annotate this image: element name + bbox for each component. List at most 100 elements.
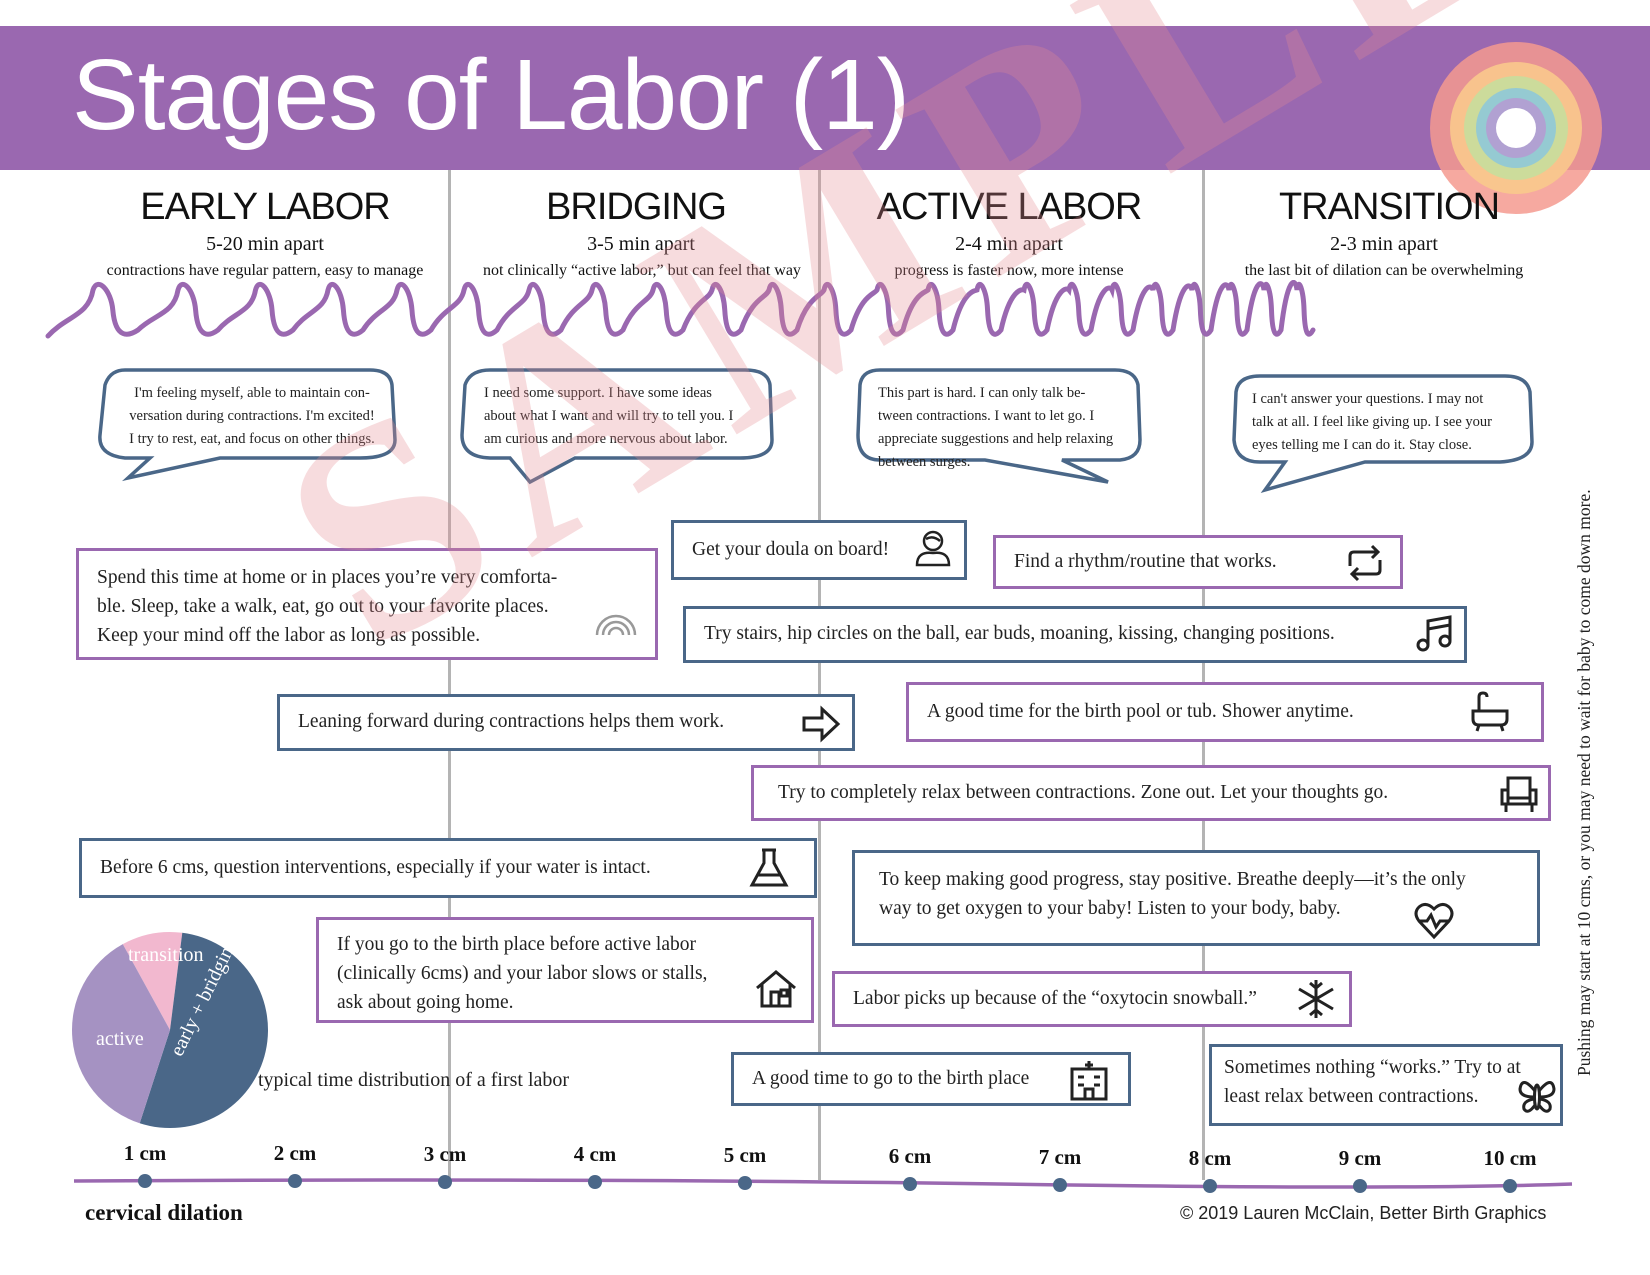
contraction-wave [45, 280, 1316, 339]
rainbow-circle-logo [1430, 42, 1602, 214]
bathtub-icon [1471, 691, 1509, 732]
butterfly-icon [1518, 1081, 1556, 1113]
hospital-icon [1070, 1061, 1108, 1101]
bubble-line: I try to rest, eat, and focus on other t… [129, 431, 375, 447]
tip-text: Labor picks up because of the “oxytocin … [853, 988, 1257, 1009]
repeat-arrows-icon [1348, 544, 1382, 582]
tip-line: Sometimes nothing “works.” Try to at [1224, 1057, 1521, 1078]
axis-tick-label: 2 cm [273, 1141, 317, 1165]
heartbeat-icon [1414, 902, 1454, 940]
stage-interval-bridging: 3-5 min apart [587, 233, 695, 255]
pie-slice [122, 932, 183, 1030]
bubble-line: appreciate suggestions and help relaxing [878, 431, 1114, 447]
axis-tick-dot [1503, 1179, 1517, 1193]
stage-divider [448, 170, 451, 1180]
pie-label-active: active [96, 1028, 144, 1050]
stage-interval-early: 5-20 min apart [206, 233, 324, 255]
axis-tick-dot [738, 1176, 752, 1190]
bubble-transition: I can't answer your questions. I may not… [1252, 388, 1532, 478]
tip-nothing-works: Sometimes nothing “works.” Try to at lea… [1209, 1044, 1563, 1126]
bubble-bridging: I need some support. I have some ideas a… [480, 382, 770, 472]
flask-icon [749, 848, 789, 887]
tip-good-time-birthplace: A good time to go to the birth place [731, 1052, 1131, 1106]
tip-pool: A good time for the birth pool or tub. S… [906, 682, 1544, 742]
tip-stairs: Try stairs, hip circles on the ball, ear… [683, 606, 1467, 663]
tip-text: Get your doula on board! [692, 539, 890, 560]
axis-tick-dot [138, 1174, 152, 1188]
axis-tick-dot [1353, 1179, 1367, 1193]
tip-line: (clinically 6cms) and your labor slows o… [337, 963, 708, 984]
tip-birthplace-early: If you go to the birth place before acti… [316, 917, 814, 1023]
axis-tick-label: 10 cm [1483, 1146, 1537, 1170]
pie-slice [139, 932, 268, 1128]
axis-tick-label: 1 cm [123, 1141, 167, 1165]
tip-text: A good time to go to the birth place [752, 1068, 1030, 1089]
bubble-line: This part is hard. I can only talk be- [878, 385, 1086, 401]
page-title: Stages of Labor (1) [72, 39, 910, 151]
bubble-early: I'm feeling myself, able to maintain con… [112, 382, 392, 472]
stage-desc-active: progress is faster now, more intense [894, 262, 1124, 279]
stage-interval-transition: 2-3 min apart [1330, 233, 1438, 255]
axis-tick-label: 4 cm [573, 1142, 617, 1166]
axis-tick-label: 3 cm [423, 1142, 467, 1166]
axis-tick-dot [1203, 1179, 1217, 1193]
tip-text: A good time for the birth pool or tub. S… [927, 701, 1354, 722]
armchair-icon [1500, 776, 1538, 812]
stage-desc-bridging: not clinically “active labor,” but can f… [483, 262, 801, 279]
bubble-line: I need some support. I have some ideas [484, 385, 712, 401]
tip-interventions: Before 6 cms, question interventions, es… [79, 838, 817, 898]
tip-line: ask about going home. [337, 992, 514, 1013]
axis-tick-label: 8 cm [1188, 1146, 1232, 1170]
snowflake-icon [1298, 980, 1334, 1018]
axis-tick-dot [1053, 1178, 1067, 1192]
bubble-line: eyes telling me I can do it. Stay close. [1252, 437, 1472, 453]
stage-divider [818, 170, 821, 1180]
tip-rhythm: Find a rhythm/routine that works. [993, 535, 1403, 589]
pushing-side-note: Pushing may start at 10 cms, or you may … [1574, 489, 1594, 1076]
bubble-active: This part is hard. I can only talk be- t… [878, 382, 1138, 477]
tip-relax: Try to completely relax between contract… [751, 765, 1551, 821]
axis-tick-dot [903, 1177, 917, 1191]
tip-line: ble. Sleep, take a walk, eat, go out to … [97, 596, 549, 617]
stage-title-bridging: BRIDGING [546, 186, 727, 228]
tip-text: Leaning forward during contractions help… [298, 711, 725, 732]
tip-line: Keep your mind off the labor as long as … [97, 625, 481, 646]
tip-oxytocin: Labor picks up because of the “oxytocin … [832, 971, 1352, 1027]
bubble-line: talk at all. I feel like giving up. I se… [1252, 414, 1492, 430]
title-banner [0, 26, 1650, 170]
bubble-line: about what I want and will try to tell y… [484, 408, 734, 424]
bubble-line: between surges. [878, 454, 971, 470]
bubble-line: I can't answer your questions. I may not [1252, 391, 1484, 407]
bubble-line: versation during contractions. I'm excit… [129, 408, 375, 424]
axis-label: cervical dilation [85, 1200, 243, 1225]
stage-interval-active: 2-4 min apart [955, 233, 1063, 255]
tip-stay-positive: To keep making good progress, stay posit… [852, 850, 1540, 946]
tip-line: If you go to the birth place before acti… [337, 934, 696, 955]
house-icon [756, 970, 796, 1008]
pie-slice [72, 944, 170, 1124]
stage-divider [1202, 170, 1205, 1180]
speech-bubble-shapes [98, 368, 1534, 494]
dilation-axis [73, 1178, 1573, 1189]
tip-stay-home: Spend this time at home or in places you… [76, 548, 658, 660]
tip-line: To keep making good progress, stay posit… [879, 869, 1466, 890]
tip-text: Find a rhythm/routine that works. [1014, 551, 1277, 572]
tip-doula: Get your doula on board! [671, 520, 967, 580]
axis-tick-dot [588, 1175, 602, 1189]
bubble-line: tween contractions. I want to let go. I [878, 408, 1095, 424]
tip-text: Try to completely relax between contract… [778, 782, 1389, 803]
tip-line: Spend this time at home or in places you… [97, 567, 558, 588]
stage-title-early: EARLY LABOR [140, 186, 391, 228]
axis-tick-dot [438, 1175, 452, 1189]
stage-desc-transition: the last bit of dilation can be overwhel… [1244, 262, 1524, 279]
axis-tick-label: 6 cm [888, 1144, 932, 1168]
arrow-right-icon [802, 705, 841, 743]
axis-tick-dot [288, 1174, 302, 1188]
axis-tick-label: 7 cm [1038, 1145, 1082, 1169]
music-note-icon [1416, 615, 1452, 652]
bubble-line: I'm feeling myself, able to maintain con… [134, 385, 370, 401]
stage-title-active: ACTIVE LABOR [876, 186, 1143, 228]
labor-time-pie [72, 932, 268, 1128]
doula-person-icon [915, 530, 951, 567]
rainbow-icon [595, 614, 637, 636]
